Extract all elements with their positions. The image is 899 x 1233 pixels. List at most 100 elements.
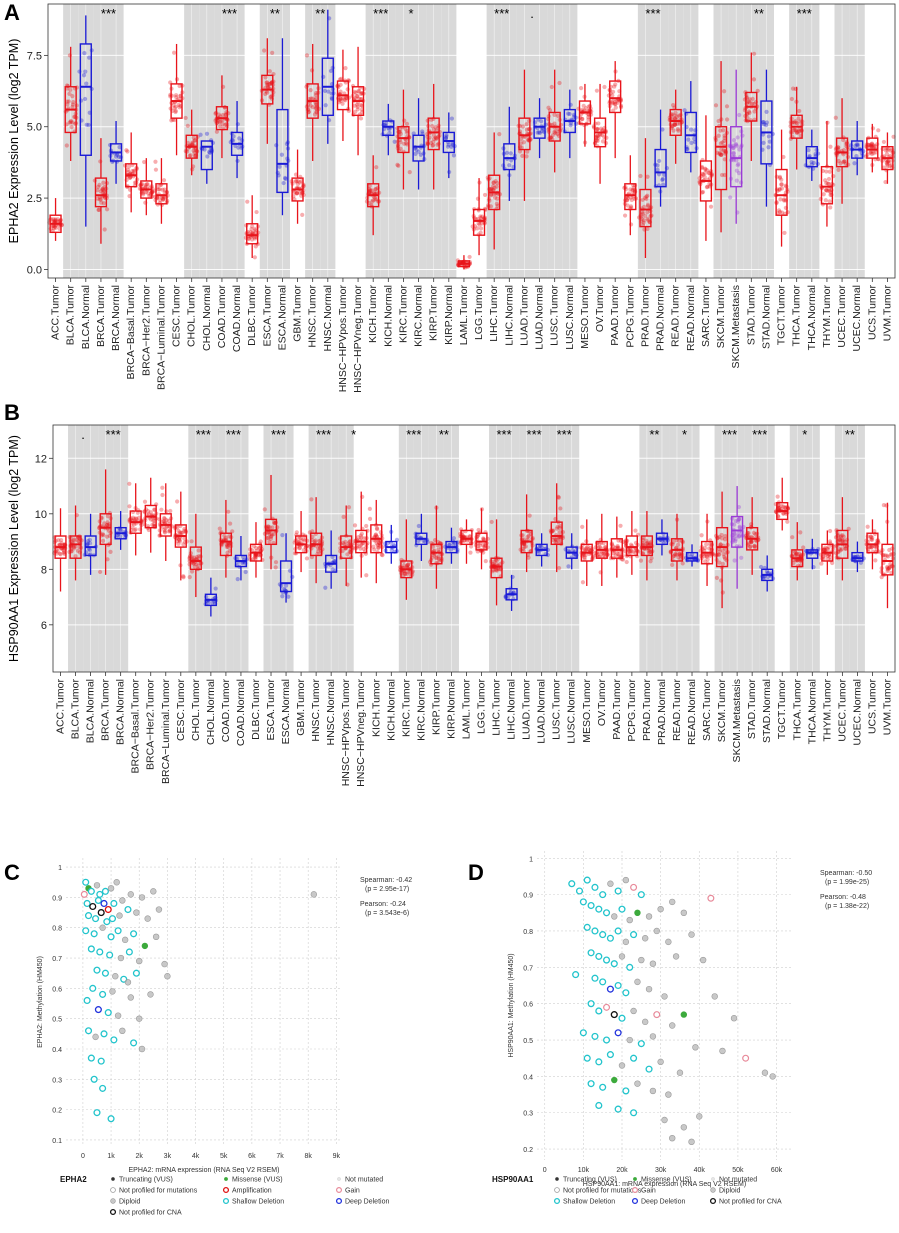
data-point bbox=[70, 104, 75, 110]
legend-marker bbox=[553, 1197, 561, 1205]
data-point bbox=[282, 175, 288, 181]
data-point bbox=[714, 575, 719, 580]
scatter-point bbox=[119, 1027, 126, 1035]
scatter-point bbox=[113, 879, 120, 886]
x-tick-label: THYM.Tumor bbox=[821, 285, 833, 348]
data-point bbox=[611, 108, 616, 113]
data-point bbox=[509, 158, 514, 163]
data-point bbox=[398, 146, 403, 151]
data-point bbox=[313, 106, 319, 111]
data-point bbox=[338, 89, 343, 94]
data-point bbox=[338, 96, 343, 101]
data-point bbox=[434, 136, 439, 142]
data-point bbox=[124, 148, 129, 153]
data-point bbox=[728, 195, 733, 200]
data-point bbox=[670, 124, 675, 129]
y-axis-label: EPHA2 Expression Level (log2 TPM) bbox=[7, 39, 21, 244]
data-point bbox=[213, 586, 218, 591]
data-point bbox=[660, 176, 665, 182]
data-point bbox=[828, 205, 833, 210]
data-point bbox=[717, 151, 722, 157]
data-point bbox=[367, 516, 373, 521]
data-point bbox=[872, 531, 878, 537]
scatter-point bbox=[742, 1054, 750, 1062]
scatter-point bbox=[108, 915, 117, 923]
data-point bbox=[308, 88, 313, 93]
scatter-point bbox=[653, 1011, 661, 1019]
y-tick-label: 0.8 bbox=[523, 929, 533, 936]
data-point bbox=[143, 183, 148, 188]
data-point bbox=[147, 193, 152, 198]
data-point bbox=[220, 112, 226, 118]
significance-label: ** bbox=[439, 427, 449, 442]
scatter-point bbox=[587, 901, 595, 910]
scatter-point bbox=[89, 902, 97, 911]
scatter-point bbox=[127, 994, 134, 1001]
data-point bbox=[491, 180, 496, 185]
scatter-point bbox=[622, 1087, 630, 1095]
data-point bbox=[82, 96, 88, 102]
scatter-point bbox=[93, 882, 101, 889]
data-point bbox=[369, 188, 374, 193]
data-point bbox=[493, 179, 498, 184]
scatter-point bbox=[672, 953, 680, 960]
data-point bbox=[343, 65, 348, 71]
data-point bbox=[217, 526, 222, 531]
x-tick-label: KICH.Normal bbox=[382, 285, 394, 347]
scatter-point bbox=[657, 1058, 664, 1066]
x-tick-label: HNSC−HPVneg.Tumor bbox=[355, 679, 367, 787]
legend-label: Missense (VUS) bbox=[641, 1177, 692, 1184]
data-point bbox=[719, 172, 725, 178]
box-DLBC.Tumor bbox=[243, 195, 261, 260]
data-point bbox=[104, 207, 110, 212]
iqr-box bbox=[155, 183, 168, 205]
significance-label: * bbox=[351, 427, 356, 442]
scatter-point bbox=[87, 945, 95, 953]
x-tick-label: DLBC.Tumor bbox=[250, 678, 262, 739]
panel-D: D 0 10k 20k 30k 40k 50k 60k 0.2 0.3 0.4 0.5 0.6 0.7 0.… bbox=[468, 851, 872, 1206]
legend-label: Not mutated bbox=[345, 1177, 383, 1184]
data-point bbox=[116, 154, 122, 160]
x-tick-label: DLBC.Tumor bbox=[246, 284, 258, 345]
x-tick-label: ACC.Tumor bbox=[50, 285, 62, 341]
data-point bbox=[100, 190, 105, 195]
scatter-point bbox=[568, 880, 576, 888]
data-point bbox=[613, 102, 618, 107]
data-point bbox=[672, 116, 678, 122]
scatter-point bbox=[83, 899, 91, 908]
box-LUAD.Normal bbox=[532, 98, 548, 159]
legend-marker bbox=[554, 1187, 560, 1193]
scatter-point bbox=[575, 887, 584, 895]
iqr-box bbox=[412, 134, 425, 162]
data-point bbox=[150, 522, 155, 528]
data-point bbox=[153, 167, 159, 172]
scatter-point bbox=[626, 916, 633, 924]
scatter-point bbox=[87, 887, 95, 895]
scatter-point bbox=[602, 956, 611, 964]
data-point bbox=[522, 544, 527, 549]
x-tick-label: 6k bbox=[248, 1153, 256, 1160]
x-tick-label: HNSC.Normal bbox=[325, 679, 337, 746]
x-tick-label: KIRC.Normal bbox=[415, 679, 427, 741]
data-point bbox=[338, 98, 343, 104]
data-point bbox=[827, 199, 832, 204]
box-TGCT.Tumor bbox=[773, 477, 791, 531]
data-point bbox=[752, 543, 757, 548]
scatter-point bbox=[107, 885, 115, 892]
x-tick-label: HNSC−HPVneg.Tumor bbox=[352, 285, 364, 393]
y-axis-label: EPHA2: Methylation (HM450) bbox=[37, 956, 44, 1048]
data-point bbox=[492, 559, 497, 564]
data-point bbox=[722, 556, 728, 561]
scatter-point bbox=[591, 1032, 599, 1040]
data-point bbox=[518, 141, 523, 146]
data-point bbox=[826, 176, 832, 182]
legend-marker bbox=[337, 1177, 341, 1181]
data-point bbox=[183, 115, 188, 121]
significance-label: *** bbox=[373, 6, 388, 21]
data-point bbox=[566, 564, 571, 569]
data-point bbox=[481, 536, 486, 542]
significance-label: ** bbox=[315, 6, 325, 21]
data-point bbox=[825, 547, 831, 552]
data-point bbox=[434, 135, 439, 141]
data-point bbox=[629, 197, 634, 203]
